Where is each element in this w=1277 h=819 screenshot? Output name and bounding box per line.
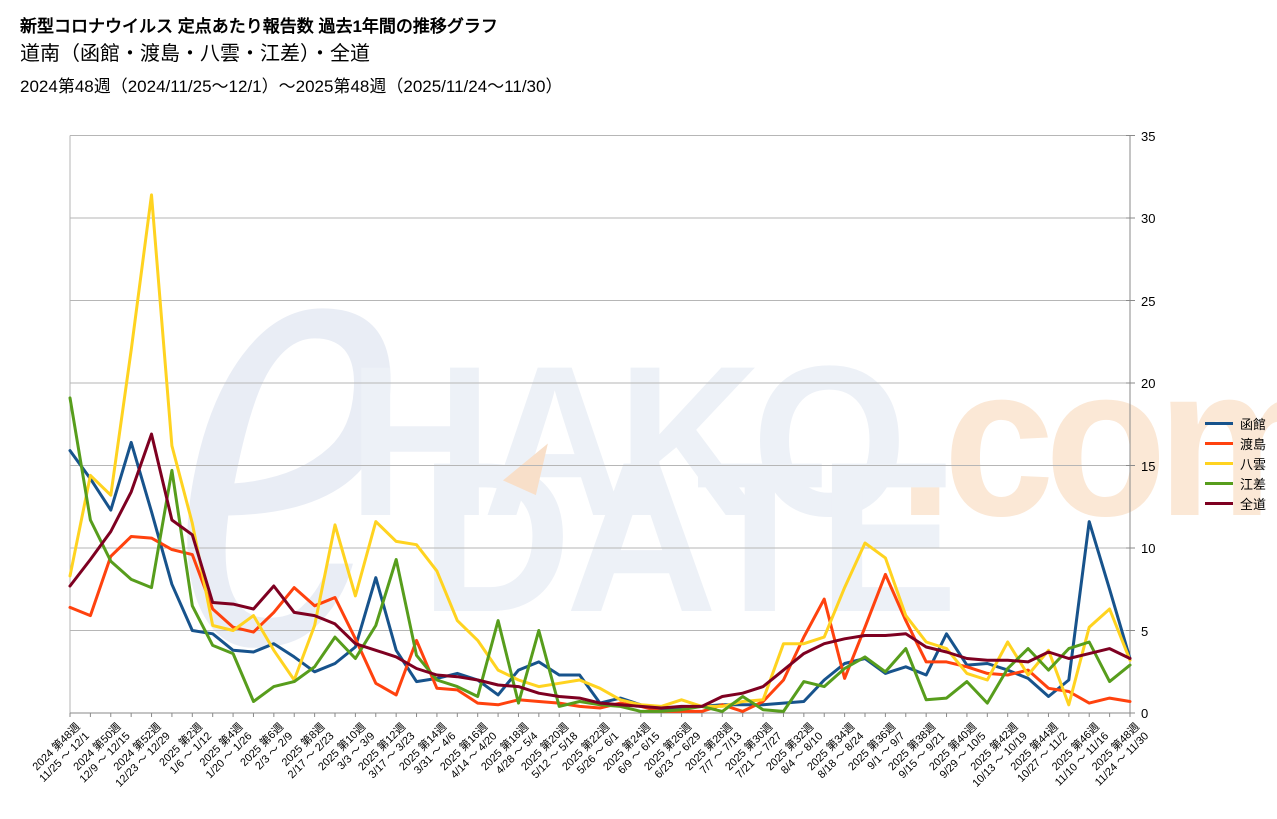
legend-line: [1205, 421, 1233, 425]
legend: 函館渡島八雲江差全道: [1205, 413, 1266, 513]
legend-label: 江差: [1240, 476, 1267, 492]
legend-line: [1205, 481, 1233, 485]
y-tick-label: 35: [1141, 128, 1156, 144]
y-tick-label: 25: [1141, 293, 1156, 309]
y-tick-label: 0: [1141, 706, 1149, 721]
legend-line: [1205, 501, 1233, 505]
legend-item-全道: 全道: [1205, 493, 1266, 513]
y-tick-label: 30: [1141, 211, 1156, 226]
legend-item-函館: 函館: [1205, 413, 1266, 433]
chart-subtitle: 道南（函館・渡島・八雲・江差）・全道: [20, 43, 370, 65]
y-tick-label: 20: [1141, 376, 1156, 391]
y-tick-label: 15: [1141, 458, 1156, 474]
legend-line: [1205, 441, 1233, 445]
legend-label: 全道: [1240, 496, 1267, 512]
legend-line: [1205, 461, 1233, 465]
watermark-hako: HAKO: [348, 321, 907, 561]
legend-item-渡島: 渡島: [1205, 433, 1266, 453]
watermark-hako-com: HAKO.com: [348, 334, 1277, 548]
chart-period-range: 2024第48週（2024/11/25〜12/1）〜2025第48週（2025/…: [20, 77, 563, 96]
series-line-江差: [68, 396, 1132, 713]
legend-label: 函館: [1240, 416, 1267, 432]
watermark-com: .com: [897, 321, 1277, 561]
y-tick-label: 10: [1141, 541, 1156, 556]
series-line-渡島: [68, 535, 1132, 713]
legend-label: 八雲: [1240, 456, 1267, 472]
series-line-全道: [68, 432, 1132, 710]
series-line-八雲: [68, 193, 1132, 708]
chart-title: 新型コロナウイルス 定点あたり報告数 過去1年間の推移グラフ: [20, 17, 498, 36]
legend-item-江差: 江差: [1205, 473, 1266, 493]
legend-item-八雲: 八雲: [1205, 453, 1266, 473]
y-tick-label: 5: [1141, 623, 1149, 639]
legend-label: 渡島: [1240, 436, 1267, 452]
